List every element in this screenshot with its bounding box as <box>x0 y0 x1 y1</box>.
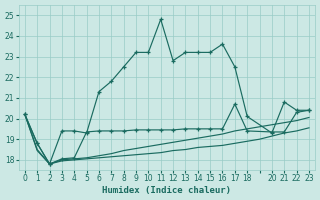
X-axis label: Humidex (Indice chaleur): Humidex (Indice chaleur) <box>102 186 231 195</box>
